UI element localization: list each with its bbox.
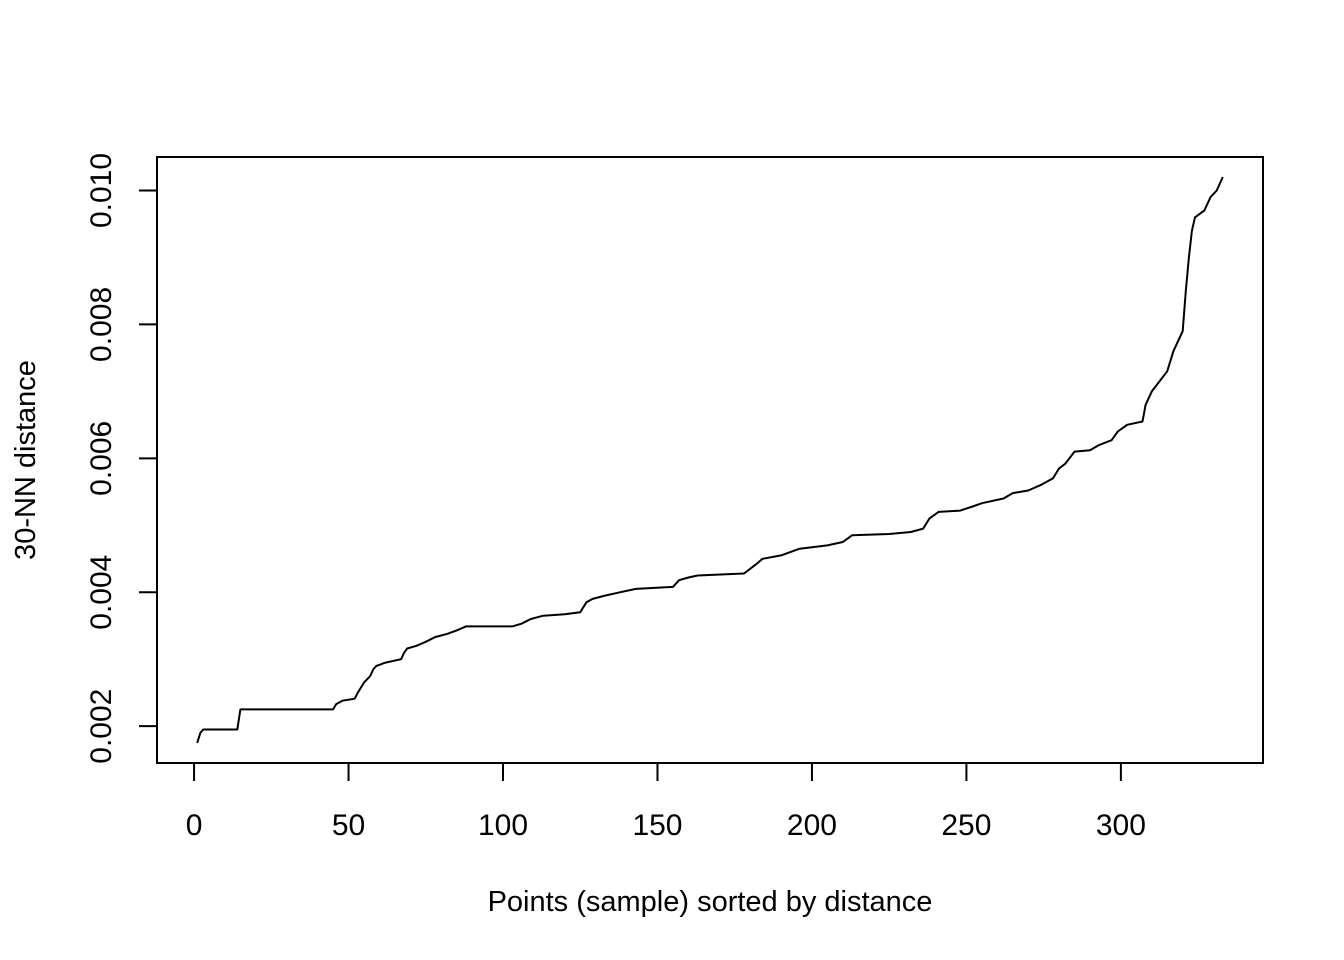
x-tick-label: 300 bbox=[1096, 809, 1146, 842]
x-tick-label: 100 bbox=[478, 809, 528, 842]
y-axis: 0.002 0.004 0.006 0.008 0.010 bbox=[85, 153, 158, 764]
y-tick-label: 0.008 bbox=[85, 287, 118, 362]
y-tick-label: 0.004 bbox=[85, 555, 118, 630]
plot-box bbox=[156, 156, 1264, 764]
series-line bbox=[196, 176, 1224, 744]
x-axis-title: Points (sample) sorted by distance bbox=[488, 886, 933, 918]
x-axis: 0 50 100 150 200 250 300 bbox=[186, 762, 1146, 842]
y-tick-label: 0.010 bbox=[85, 153, 118, 228]
y-axis-title: 30-NN distance bbox=[10, 360, 42, 560]
y-tick-label: 0.006 bbox=[85, 421, 118, 496]
x-tick-label: 200 bbox=[787, 809, 837, 842]
y-tick-label: 0.002 bbox=[85, 689, 118, 764]
x-tick-label: 50 bbox=[332, 809, 365, 842]
x-tick-label: 0 bbox=[186, 809, 203, 842]
x-tick-label: 150 bbox=[632, 809, 682, 842]
x-tick-label: 250 bbox=[941, 809, 991, 842]
plot-area bbox=[156, 156, 1264, 764]
